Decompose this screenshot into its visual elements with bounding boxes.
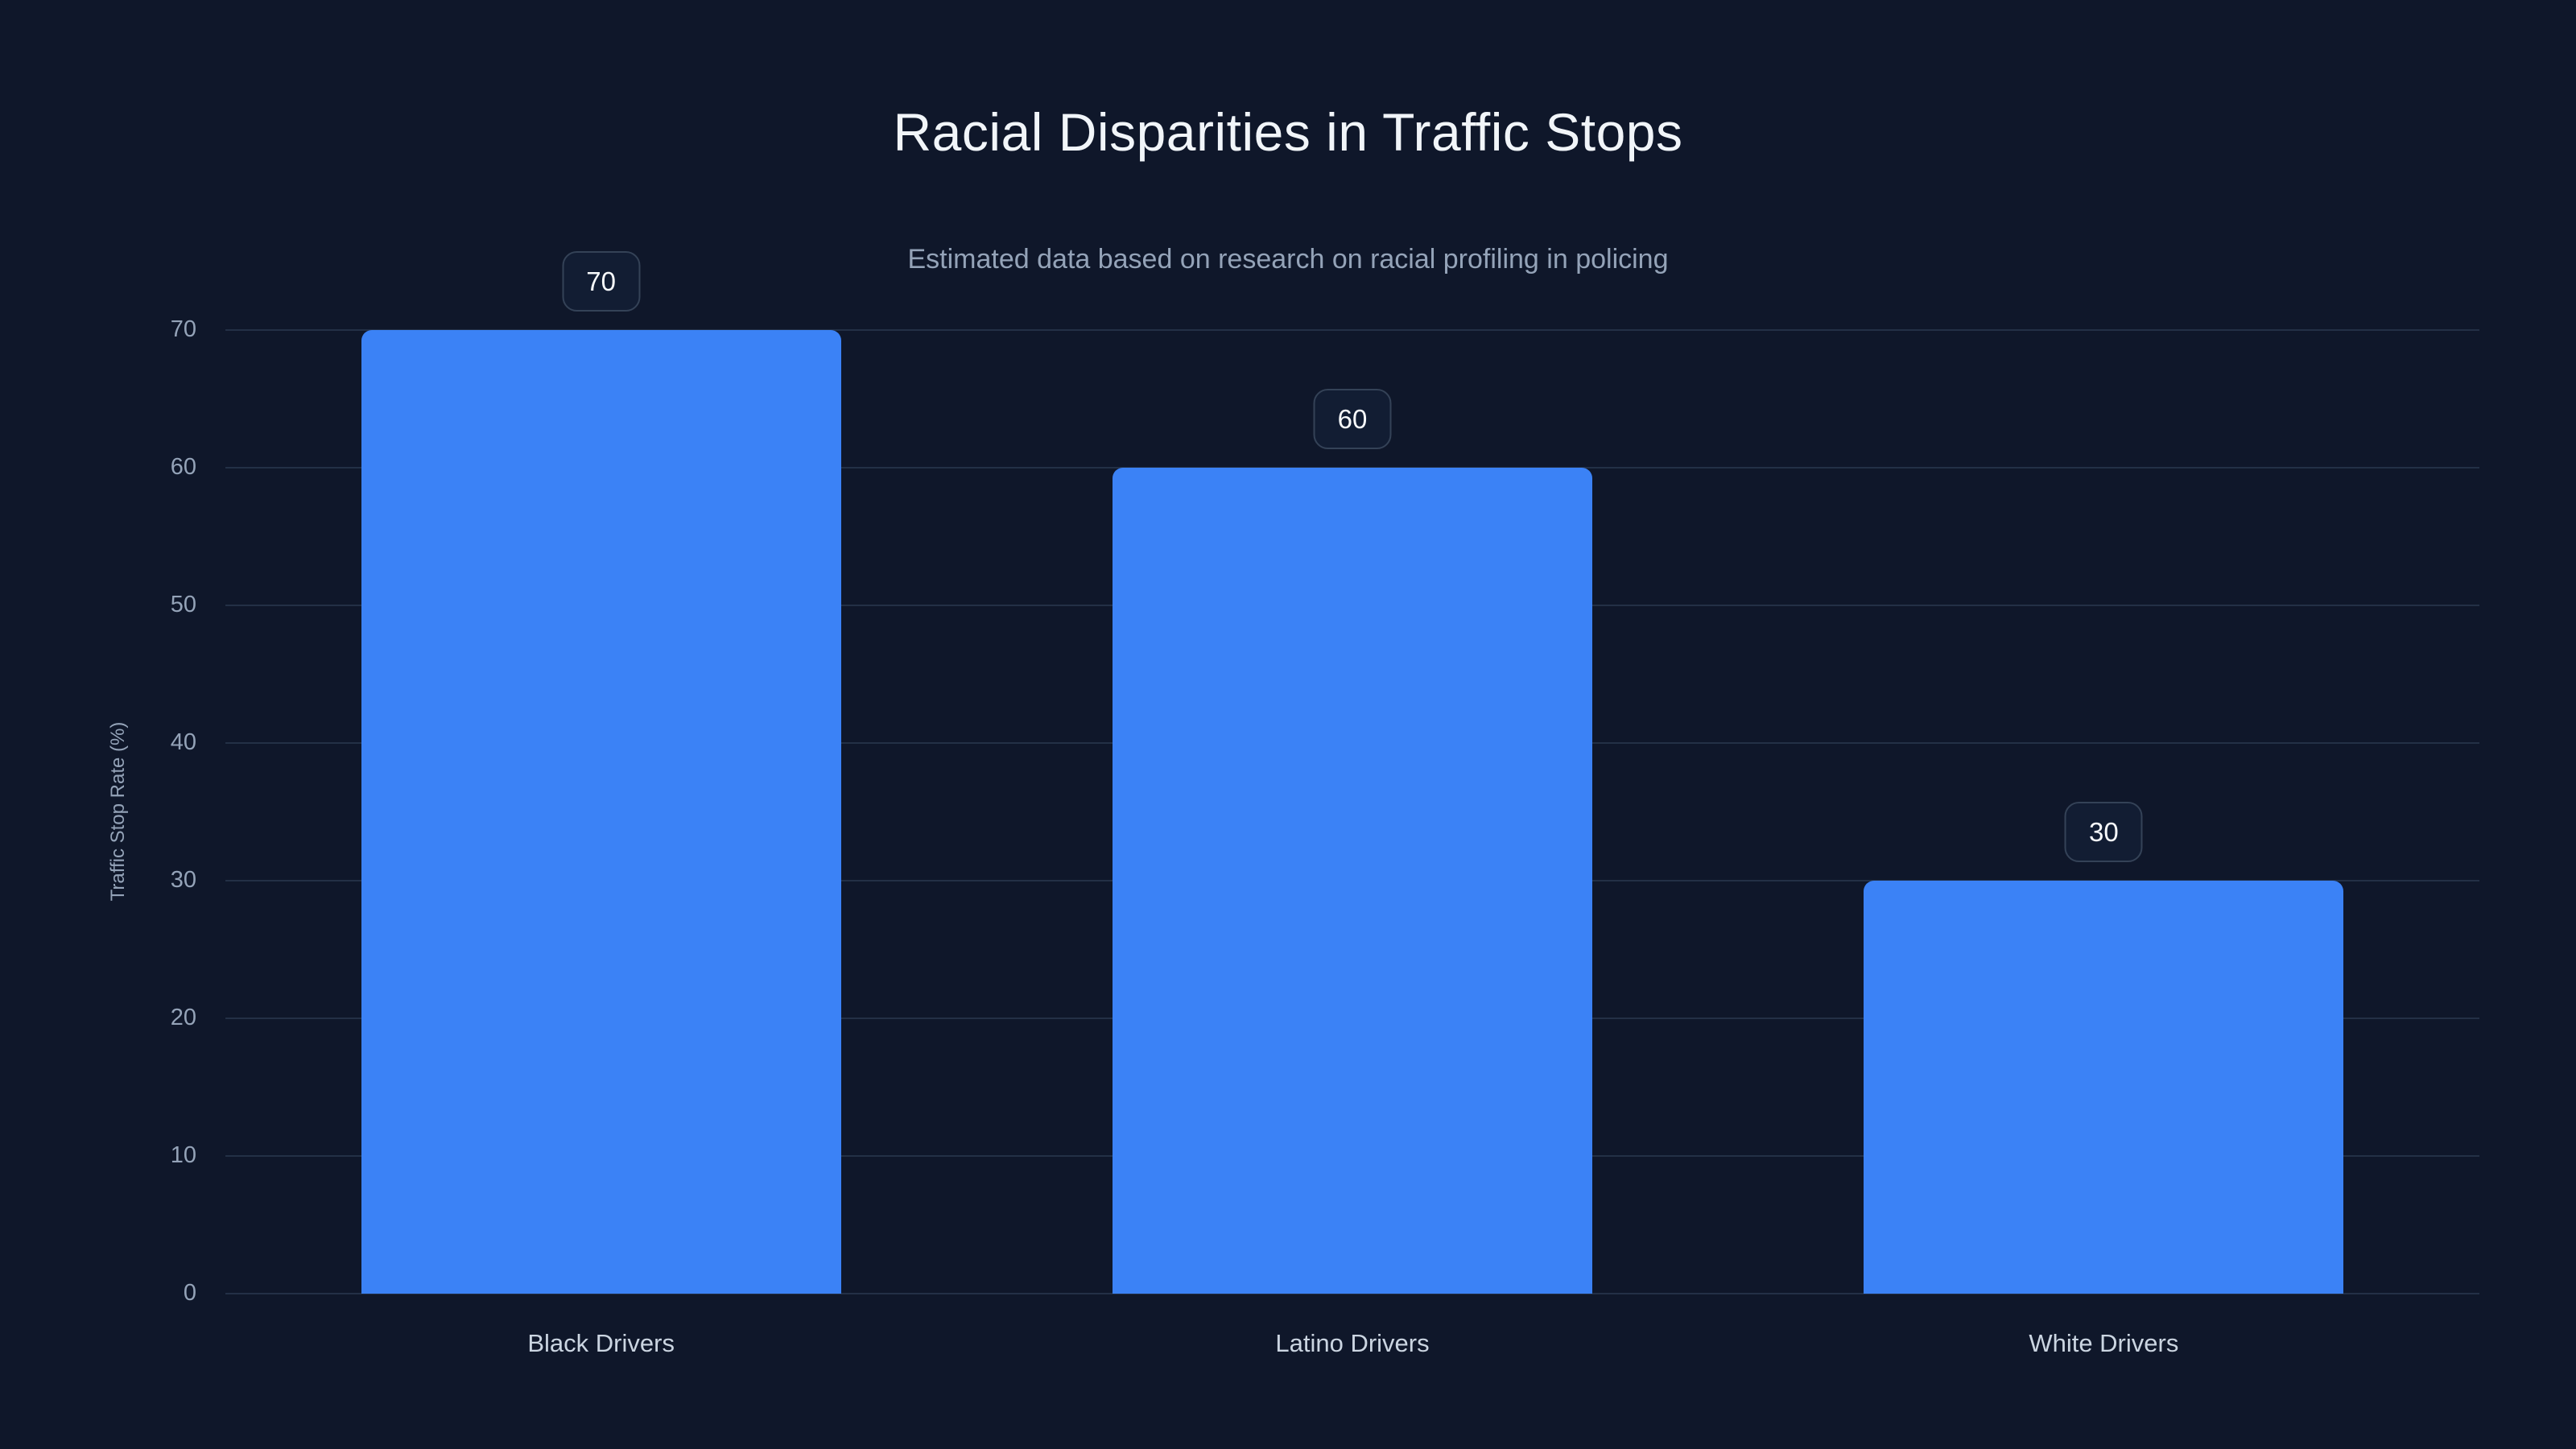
value-badge-white-drivers: 30 xyxy=(2064,802,2143,862)
bar-latino-drivers xyxy=(1113,468,1592,1294)
y-tick-label-40: 40 xyxy=(170,729,196,756)
y-axis-title: Traffic Stop Rate (%) xyxy=(107,721,129,902)
gridline-y-70 xyxy=(225,329,2479,331)
bar-black-drivers xyxy=(361,330,841,1294)
chart-subtitle: Estimated data based on research on raci… xyxy=(907,244,1669,275)
chart-title: Racial Disparities in Traffic Stops xyxy=(893,102,1683,162)
y-tick-label-20: 20 xyxy=(170,1005,196,1031)
y-tick-label-10: 10 xyxy=(170,1142,196,1169)
y-tick-label-0: 0 xyxy=(183,1280,196,1306)
y-tick-label-50: 50 xyxy=(170,592,196,617)
y-tick-label-30: 30 xyxy=(170,867,196,893)
y-tick-label-60: 60 xyxy=(170,454,196,480)
value-badge-black-drivers: 70 xyxy=(562,251,641,312)
value-badge-latino-drivers: 60 xyxy=(1313,389,1392,449)
plot-area: 0 10 20 30 40 50 60 70 70 Black Drivers 60 Latino D… xyxy=(171,251,2479,1357)
x-category-label-white-drivers: White Drivers xyxy=(2029,1329,2179,1357)
bar-white-drivers xyxy=(1864,881,2344,1294)
x-category-label-black-drivers: Black Drivers xyxy=(527,1329,675,1357)
gridline-y-0 xyxy=(225,1293,2479,1294)
y-tick-label-70: 70 xyxy=(170,316,196,342)
x-category-label-latino-drivers: Latino Drivers xyxy=(1275,1329,1430,1357)
